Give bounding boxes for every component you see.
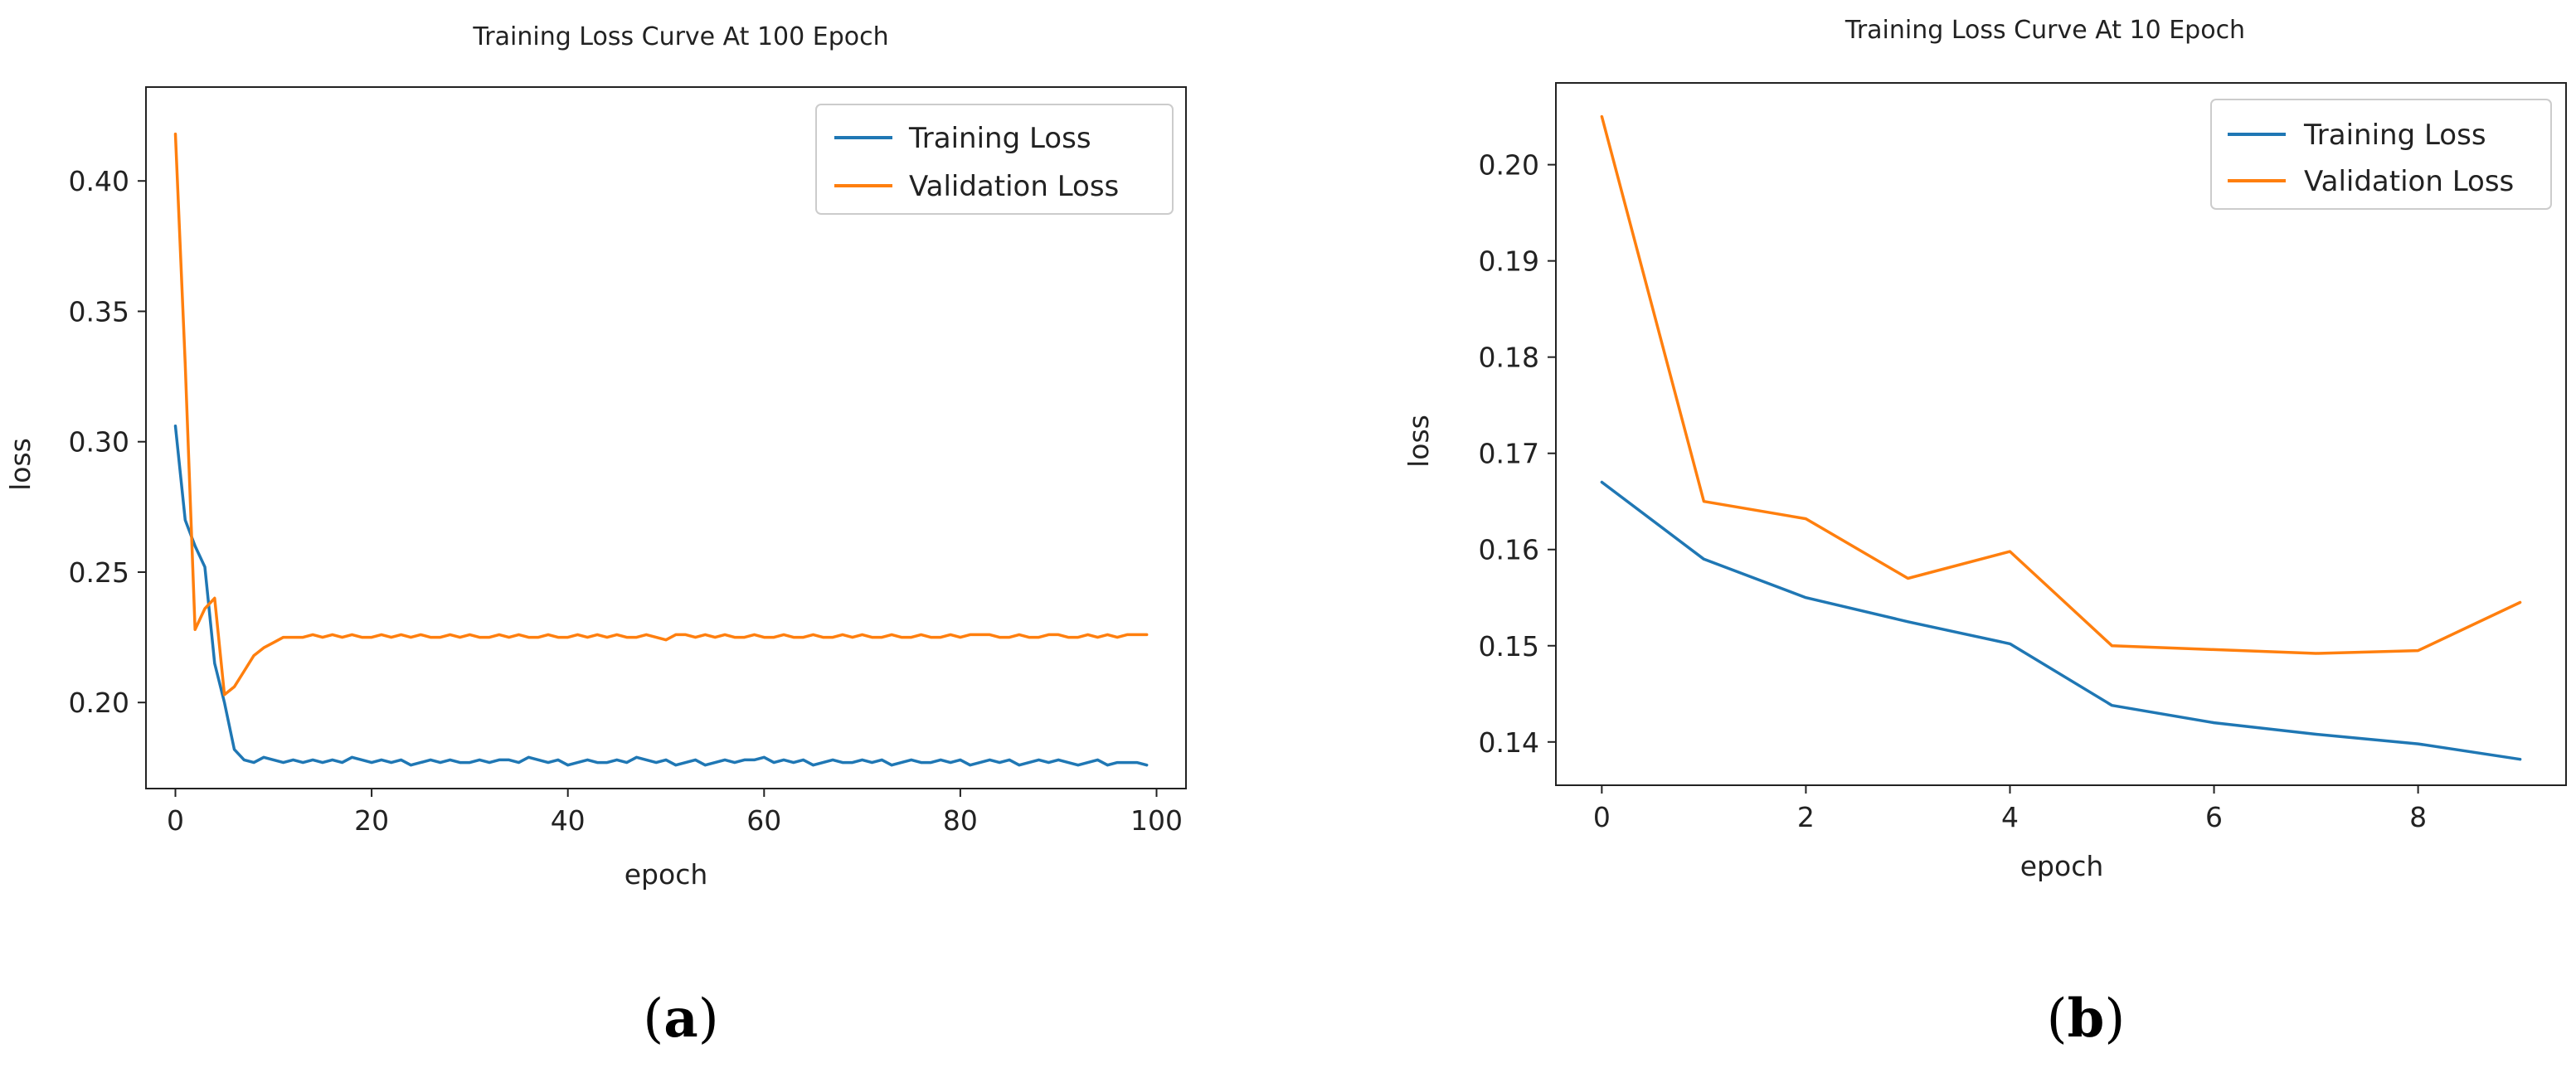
chart-panel-a: Training Loss Curve At 100 Epoch 0 20 40 60… xyxy=(4,22,1187,1050)
series-line-training-b xyxy=(1600,480,2522,761)
chart-title-a: Training Loss Curve At 100 Epoch xyxy=(472,22,888,51)
series-line-validation-a xyxy=(173,132,1149,697)
y-axis-label-b: loss xyxy=(1402,415,1435,468)
y-tick-label-a: 0.20 xyxy=(69,687,129,719)
series-line-training-a xyxy=(173,425,1149,767)
y-tick-label-b: 0.14 xyxy=(1479,726,1539,759)
y-tick-label-b: 0.19 xyxy=(1479,245,1539,278)
y-tick-label-b: 0.17 xyxy=(1479,438,1539,470)
x-tick-label-a: 40 xyxy=(551,804,586,837)
legend-b: Training Loss Validation Loss xyxy=(2210,99,2552,210)
panel-label-a: (a) xyxy=(643,988,718,1050)
y-tick-label-b: 0.16 xyxy=(1479,534,1539,566)
axes-ticks-b: 0 2 4 6 8 0.14 0.15 0.16 0.17 0.18 0.19 0.20 xyxy=(1479,149,2428,833)
legend-label-training-b: Training Loss xyxy=(2303,119,2486,152)
legend-label-validation-b: Validation Loss xyxy=(2304,165,2514,198)
x-tick-label-b: 4 xyxy=(2001,801,2019,833)
plot-area-a xyxy=(145,86,1187,789)
y-tick-label-a: 0.35 xyxy=(69,295,129,328)
legend-label-training-a: Training Loss xyxy=(908,122,1091,155)
x-tick-label-a: 0 xyxy=(167,804,184,837)
chart-panel-b: Training Loss Curve At 10 Epoch 0 2 4 6 8 0.1… xyxy=(1402,16,2567,1050)
x-axis-label-a: epoch xyxy=(625,858,708,891)
y-tick-label-b: 0.20 xyxy=(1479,149,1539,182)
x-tick-label-a: 80 xyxy=(943,804,978,837)
y-tick-label-a: 0.40 xyxy=(69,165,129,197)
legend-box-b xyxy=(2210,99,2552,210)
legend-a: Training Loss Validation Loss xyxy=(815,104,1174,215)
y-tick-label-a: 0.30 xyxy=(69,426,129,459)
x-tick-label-a: 20 xyxy=(354,804,389,837)
x-tick-label-a: 60 xyxy=(746,804,781,837)
series-line-validation-b xyxy=(1600,114,2522,655)
legend-box-a xyxy=(815,104,1174,215)
x-tick-label-b: 6 xyxy=(2205,801,2223,833)
y-tick-label-b: 0.15 xyxy=(1479,630,1539,663)
x-tick-label-b: 0 xyxy=(1593,801,1611,833)
panel-label-b: (b) xyxy=(2047,988,2126,1050)
x-tick-label-b: 8 xyxy=(2409,801,2427,833)
x-axis-label-b: epoch xyxy=(2020,850,2104,882)
chart-title-b: Training Loss Curve At 10 Epoch xyxy=(1845,16,2245,45)
y-tick-label-b: 0.18 xyxy=(1479,342,1539,374)
series-lines-a xyxy=(173,132,1149,767)
legend-label-validation-a: Validation Loss xyxy=(909,170,1119,203)
y-tick-label-a: 0.25 xyxy=(69,556,129,589)
plot-area-b xyxy=(1555,82,2567,786)
series-lines-b xyxy=(1600,114,2522,761)
x-tick-label-a: 100 xyxy=(1130,804,1183,837)
y-axis-label-a: loss xyxy=(4,438,36,491)
x-tick-label-b: 2 xyxy=(1797,801,1815,833)
axes-ticks-a: 0 20 40 60 80 100 0.20 0.25 0.30 0.35 0.40 xyxy=(69,165,1183,837)
